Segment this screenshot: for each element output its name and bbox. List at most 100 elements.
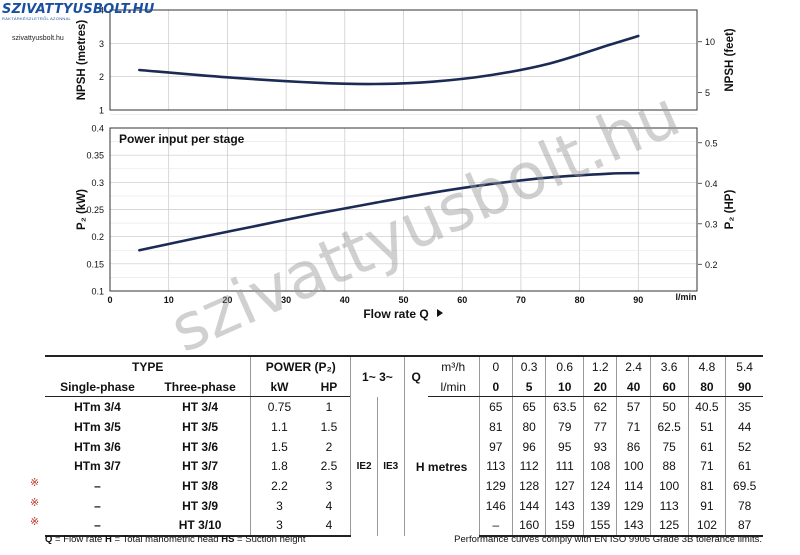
head-value: 143 (616, 515, 651, 538)
single-phase-model: – (94, 478, 101, 493)
three-phase-model: HT 3/10 (149, 515, 251, 538)
power-kw: 3 (250, 495, 308, 516)
phase-header: 1~ 3~ (350, 355, 405, 397)
q-lmin-cell: 20 (583, 376, 617, 398)
head-value: 44 (725, 417, 763, 437)
table-header-row-1: TYPE POWER (P₂) 1~ 3~ Q m³/h 0 0.3 0.6 1… (45, 355, 763, 397)
y-tick-label: 0.4 (91, 124, 104, 134)
q-lmin-cell: 60 (649, 376, 689, 398)
kw-header: kW (250, 376, 308, 398)
head-value: 125 (649, 515, 689, 538)
head-value: 129 (478, 476, 513, 496)
data-series-line (138, 171, 640, 252)
y-axis-label: NPSH (metres) (76, 20, 88, 101)
head-value: 69.5 (725, 476, 763, 496)
head-value: 75 (649, 436, 689, 457)
right-tick-label: 0.3 (705, 219, 718, 229)
y-tick-label: 0.2 (91, 232, 104, 242)
q-lmin-cell: 90 (725, 376, 763, 398)
footer-legend-part: HS (221, 534, 235, 545)
x-tick-label: 60 (457, 295, 467, 305)
head-value: 87 (725, 515, 763, 538)
footer-legend-part: = Total manometric head (111, 534, 222, 545)
q-symbol: Q (403, 355, 428, 397)
head-value: 86 (616, 436, 651, 457)
single-phase-model: HTm 3/6 (74, 439, 121, 454)
head-value: 61 (687, 436, 726, 457)
power-header: POWER (P₂) (250, 355, 351, 377)
head-value: 100 (616, 456, 651, 477)
q-m3h-cell: 2.4 (616, 355, 651, 377)
head-value: 91 (687, 495, 726, 516)
footer-legend-part: Q (45, 534, 53, 545)
single-phase-model: HTm 3/5 (74, 419, 121, 434)
q-lmin-cell: 80 (687, 376, 726, 398)
y-tick-label: 0.3 (91, 178, 104, 188)
right-tick-label: 0.2 (705, 260, 718, 270)
table-row: HTm 3/4 HT 3/4 0.75 1 IE2 IE3 H metres 65 65 63.5… (45, 396, 763, 537)
head-value: 102 (687, 515, 726, 538)
table-row: – HT 3/8 2.2 3 129 128 127 124 114 100 81 69.5 (45, 476, 763, 496)
x-axis-label: Flow rate Q (363, 307, 428, 321)
power-hp: 2.5 (320, 459, 338, 474)
head-value: 129 (616, 495, 651, 516)
logo-tagline: RAKTÁRKÉSZLETRŐL AZONNAL (2, 16, 72, 21)
head-value: 65 (478, 396, 513, 418)
brand-logo: SZIVATTYUSBOLT.HU RAKTÁRKÉSZLETRŐL AZONN… (2, 2, 154, 42)
y-tick-label: 0.1 (91, 287, 104, 297)
three-phase-model: HT 3/6 (182, 439, 219, 454)
head-value: 40.5 (687, 396, 726, 418)
head-value: 81 (478, 417, 513, 437)
ie3-label: IE3 (376, 396, 405, 537)
arrow-right-icon (437, 309, 443, 317)
q-lmin-cell: 0 (478, 376, 513, 398)
head-value: 100 (649, 476, 689, 496)
q-m3h-cell: 0.6 (545, 355, 584, 377)
head-value: 96 (511, 436, 546, 457)
head-value: – (478, 515, 513, 538)
power-hp: 4 (307, 515, 351, 538)
x-tick-label: 40 (340, 295, 350, 305)
ie2-label: IE2 (350, 396, 378, 537)
head-value: 57 (616, 396, 651, 418)
right-tick-label: 5 (705, 88, 710, 98)
power-kw: 2.2 (250, 476, 308, 496)
head-value: 114 (616, 476, 651, 496)
head-value: 80 (511, 417, 546, 437)
head-value: 50 (649, 396, 689, 418)
x-tick-label: 30 (281, 295, 291, 305)
performance-table: TYPE POWER (P₂) 1~ 3~ Q m³/h 0 0.3 0.6 1… (45, 355, 763, 538)
right-tick-label: 10 (705, 37, 715, 47)
q-lmin-cell: 40 (616, 376, 651, 398)
y-axis-label: P₂ (kW) (76, 189, 88, 230)
head-value: 113 (649, 495, 689, 516)
q-m3h-cell: 1.2 (583, 355, 617, 377)
head-value: 97 (478, 436, 513, 457)
single-phase-header: Single-phase (45, 376, 150, 398)
head-value: 62.5 (649, 417, 689, 437)
chart-title: Power input per stage (119, 132, 245, 146)
y-tick-label: 4 (99, 6, 104, 16)
q-m3h-cell: 0 (478, 355, 513, 377)
power-hp: 1 (325, 400, 333, 415)
single-phase-model: HTm 3/4 (74, 400, 121, 415)
footer-legend-part: H (104, 534, 112, 545)
head-value: 71 (687, 456, 726, 477)
q-lmin-cell: 5 (511, 376, 546, 398)
x-axis-unit: l/min (675, 292, 696, 302)
power-chart: 0.1 0.15 0.2 0.25 0.3 0.35 0.4 0.2 0.3 0.4 0.5 P₂ (… (76, 114, 736, 321)
head-value: 51 (687, 417, 726, 437)
x-tick-label: 0 (107, 295, 112, 305)
table-header-row-2: Single-phase Three-phase kW HP l/min 0 5… (45, 376, 763, 398)
head-value: 128 (511, 476, 546, 496)
npsh-chart: 1 2 3 4 5 10 NPSH (metres) NPSH (feet) (76, 6, 736, 116)
head-value: 159 (545, 515, 584, 538)
q-lmin-cell: 10 (545, 376, 584, 398)
table-row: HTm 3/7 HT 3/7 1.8 2.5 113 112 111 108 100 88 71 61 (45, 456, 763, 477)
row-mark-icon: ※ (30, 477, 40, 489)
data-series-line (138, 34, 640, 86)
head-label: H metres (403, 396, 480, 537)
power-hp: 3 (325, 478, 333, 493)
right-tick-label: 0.5 (705, 138, 718, 148)
head-value: 63.5 (545, 396, 584, 418)
